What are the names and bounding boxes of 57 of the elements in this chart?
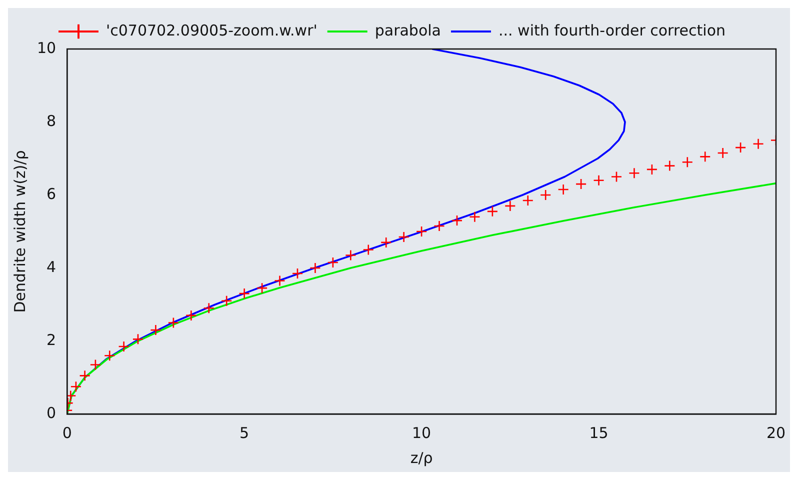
x-axis-title: z/ρ	[410, 448, 433, 467]
y-tick-label: 2	[46, 330, 56, 349]
x-tick-label: 20	[766, 424, 786, 442]
point	[310, 262, 321, 274]
point	[575, 178, 587, 190]
point	[610, 171, 622, 182]
x-tick-label: 15	[589, 424, 608, 442]
point	[327, 256, 339, 268]
point	[256, 282, 268, 294]
point	[469, 211, 480, 223]
point	[646, 164, 658, 176]
point	[752, 138, 764, 150]
point	[486, 206, 498, 218]
y-tick-label: 10	[36, 38, 56, 57]
point	[682, 156, 694, 168]
point	[504, 200, 516, 212]
point	[416, 226, 428, 238]
y-tick-label: 6	[46, 184, 56, 203]
point	[118, 340, 130, 352]
point	[104, 350, 116, 362]
point	[699, 151, 711, 162]
point	[345, 250, 356, 261]
legend-label: parabola	[374, 21, 441, 40]
point	[628, 167, 640, 179]
point	[238, 288, 250, 300]
point	[220, 295, 232, 306]
point	[717, 147, 728, 159]
point	[558, 184, 569, 196]
point	[292, 268, 304, 280]
point	[203, 302, 215, 314]
y-tick-label: 4	[46, 258, 56, 276]
point	[70, 380, 82, 392]
point	[451, 214, 463, 226]
point	[540, 189, 552, 201]
point	[593, 174, 604, 186]
point	[168, 317, 180, 328]
y-axis-title: Dendrite width w(z)/ρ	[10, 150, 29, 313]
point	[362, 244, 374, 256]
point	[132, 334, 144, 345]
point	[185, 310, 197, 322]
y-tick-label: 0	[46, 404, 56, 422]
point	[398, 231, 410, 243]
point	[380, 236, 392, 248]
x-tick-label: 10	[412, 424, 432, 442]
point	[79, 370, 90, 382]
x-tick-label: 0	[62, 424, 72, 442]
point	[522, 194, 534, 206]
point	[734, 142, 746, 154]
point	[150, 324, 162, 336]
legend-label: 'c070702.09005-zoom.w.wr'	[106, 21, 318, 40]
point	[664, 160, 676, 172]
legend-label: ... with fourth-order correction	[498, 21, 726, 40]
point	[434, 220, 445, 232]
point	[274, 275, 286, 286]
x-tick-label: 5	[240, 424, 250, 442]
point	[90, 359, 102, 370]
y-tick-label: 8	[46, 112, 56, 130]
